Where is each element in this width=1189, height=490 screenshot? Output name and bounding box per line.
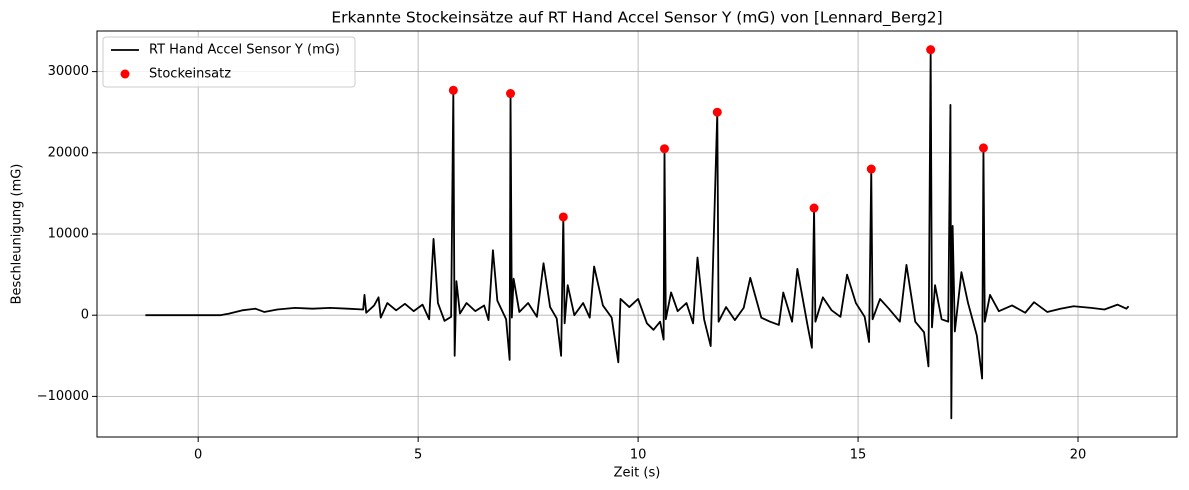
data-point <box>926 45 936 55</box>
legend: RT Hand Accel Sensor Y (mG) Stockeinsatz <box>102 36 356 88</box>
chart-title: Erkannte Stockeinsätze auf RT Hand Accel… <box>331 9 942 28</box>
y-tick-label: 30000 <box>48 64 89 79</box>
x-tick-label: 20 <box>1070 448 1087 463</box>
x-tick-label: 15 <box>850 448 867 463</box>
data-point <box>978 143 988 153</box>
plot-frame <box>96 30 1178 438</box>
y-tick-label: 20000 <box>48 145 89 160</box>
data-point <box>712 107 722 117</box>
data-point <box>558 212 568 222</box>
legend-box <box>102 36 356 88</box>
y-tick-label: 0 <box>81 308 89 323</box>
y-axis-label: Beschleunigung (mG) <box>10 164 25 305</box>
y-tick-label: 10000 <box>48 227 89 242</box>
legend-swatch <box>120 69 130 79</box>
x-tick-label: 10 <box>630 448 647 463</box>
x-axis-label: Zeit (s) <box>614 466 661 481</box>
data-point <box>448 85 458 95</box>
data-point <box>809 203 819 213</box>
data-point <box>866 164 876 174</box>
legend-label: RT Hand Accel Sensor Y (mG) <box>149 43 340 58</box>
data-point <box>659 144 669 154</box>
data-point <box>506 89 516 99</box>
x-tick-label: 0 <box>194 448 202 463</box>
data-line <box>145 48 1130 420</box>
y-tick-label: −10000 <box>37 389 89 404</box>
legend-label: Stockeinsatz <box>149 67 231 82</box>
x-tick-label: 5 <box>414 448 422 463</box>
